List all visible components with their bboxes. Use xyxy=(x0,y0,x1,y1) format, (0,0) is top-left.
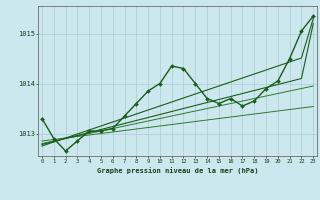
X-axis label: Graphe pression niveau de la mer (hPa): Graphe pression niveau de la mer (hPa) xyxy=(97,167,258,174)
